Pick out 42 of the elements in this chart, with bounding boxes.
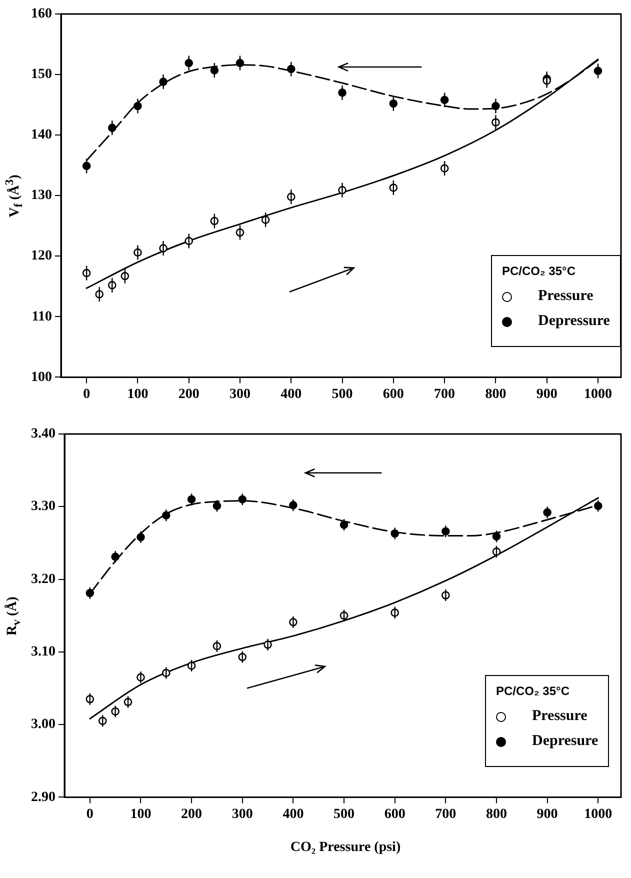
y-tick-label: 3.40 [31, 426, 56, 442]
legend-title: PC/CO₂ 35°C [502, 264, 576, 278]
x-tick-label: 0 [83, 387, 90, 402]
legend-label: Depressure [538, 313, 610, 330]
legend-title: PC/CO₂ 35°C [496, 684, 570, 698]
legend-label: Depresure [532, 733, 598, 750]
x-tick-label: 100 [127, 387, 148, 402]
x-tick-label: 600 [384, 807, 406, 822]
x-tick-label: 0 [86, 807, 94, 822]
x-tick-label: 200 [181, 807, 202, 822]
x-tick-label: 100 [130, 807, 152, 822]
x-tick-label: 700 [434, 387, 456, 402]
x-tick-label: 500 [332, 387, 353, 402]
y-tick-label: 160 [31, 6, 52, 22]
y-tick-label: 100 [31, 370, 52, 385]
y-tick-label: 120 [31, 248, 52, 264]
x-tick-label: 900 [536, 807, 558, 822]
y-tick-label: 130 [31, 188, 52, 204]
x-tick-label: 900 [536, 387, 558, 402]
x-tick-label: 300 [229, 387, 250, 402]
y-tick-label: 140 [31, 128, 52, 143]
x-tick-label: 400 [280, 387, 302, 402]
y-tick-label: 150 [31, 67, 52, 82]
y-tick-label: 3.20 [31, 572, 56, 587]
y-tick-label: 3.10 [31, 644, 56, 660]
x-tick-label: 1000 [584, 807, 612, 822]
y-tick-label: 3.30 [31, 499, 56, 514]
y-tick-label: 110 [32, 309, 52, 324]
x-tick-label: 300 [232, 807, 253, 822]
x-tick-label: 200 [178, 387, 200, 402]
x-tick-label: 600 [382, 387, 404, 402]
legend-label: Pressure [532, 708, 588, 726]
legend-label: Pressure [538, 288, 594, 306]
x-tick-label: 500 [334, 807, 355, 822]
x-tick-label: 800 [485, 387, 506, 402]
x-tick-label: 800 [486, 807, 507, 822]
x-tick-label: 700 [435, 807, 456, 822]
x-axis-title: CO₂ Pressure (psi) [289, 840, 402, 856]
x-tick-label: 1000 [584, 387, 612, 402]
x-tick-label: 400 [282, 807, 304, 822]
y-tick-label: 3.00 [31, 717, 56, 732]
y-tick-label: 2.90 [31, 790, 56, 805]
